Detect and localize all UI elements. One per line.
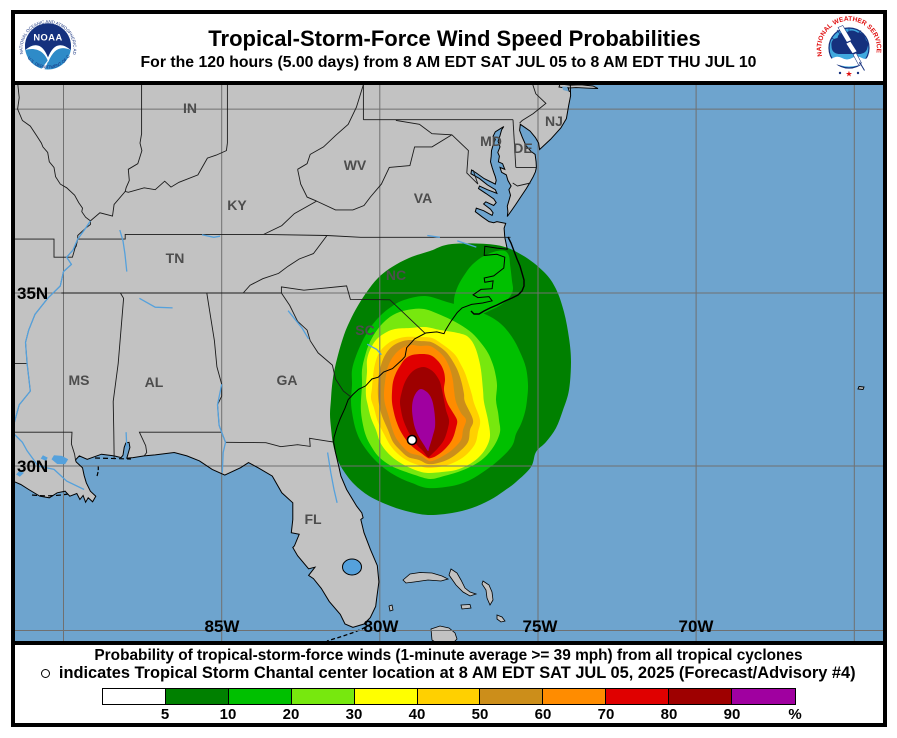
svg-text:80W: 80W	[364, 617, 400, 636]
svg-text:IN: IN	[183, 100, 197, 116]
svg-text:WV: WV	[344, 157, 367, 173]
svg-text:85W: 85W	[205, 617, 241, 636]
svg-text:GA: GA	[277, 372, 298, 388]
svg-text:KY: KY	[227, 197, 247, 213]
svg-text:VA: VA	[414, 190, 432, 206]
svg-text:NC: NC	[386, 267, 406, 283]
svg-text:SC: SC	[355, 322, 374, 338]
svg-text:MD: MD	[480, 133, 502, 149]
svg-text:35N: 35N	[17, 284, 48, 303]
svg-text:FL: FL	[304, 511, 322, 527]
svg-text:NJ: NJ	[545, 113, 563, 129]
svg-text:DE: DE	[513, 140, 532, 156]
svg-text:AL: AL	[145, 374, 164, 390]
svg-text:75W: 75W	[523, 617, 559, 636]
svg-text:MS: MS	[69, 372, 90, 388]
svg-text:TN: TN	[166, 250, 185, 266]
svg-text:70W: 70W	[679, 617, 715, 636]
svg-text:30N: 30N	[17, 457, 48, 476]
svg-text:★: ★	[845, 70, 852, 79]
svg-text:NOAA: NOAA	[33, 33, 62, 43]
